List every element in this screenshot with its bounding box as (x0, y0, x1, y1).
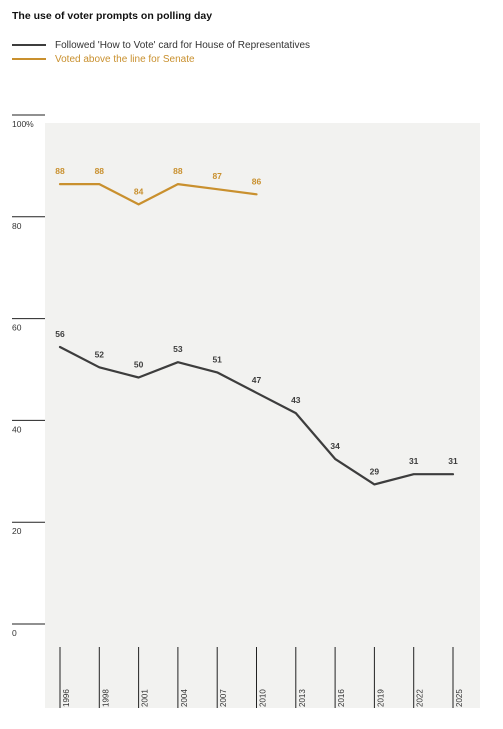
data-label-how-to-vote-2022: 31 (409, 456, 419, 466)
y-tick-label-20: 20 (12, 526, 22, 536)
x-tick-label-2016: 2016 (337, 689, 346, 707)
legend-swatch-senate (12, 58, 46, 60)
x-tick-label-1998: 1998 (101, 689, 110, 707)
data-label-how-to-vote-2025: 31 (448, 456, 458, 466)
data-label-how-to-vote-2019: 29 (370, 466, 380, 476)
series-line-senate (58, 183, 258, 206)
y-tick-label-60: 60 (12, 323, 22, 333)
data-label-how-to-vote-2001: 50 (134, 360, 144, 370)
x-tick-label-2019: 2019 (376, 689, 385, 707)
chart-title: The use of voter prompts on polling day (12, 10, 213, 22)
legend-item-how-to-vote: Followed 'How to Vote' card for House of… (12, 38, 310, 52)
data-label-senate-2001: 84 (134, 186, 144, 196)
legend: Followed 'How to Vote' card for House of… (12, 38, 310, 66)
legend-item-senate: Voted above the line for Senate (12, 52, 310, 66)
data-label-senate-1996: 88 (55, 166, 65, 176)
x-tick-label-2013: 2013 (298, 689, 307, 707)
data-label-senate-2007: 87 (212, 171, 222, 181)
legend-label-senate: Voted above the line for Senate (55, 53, 195, 65)
x-tick-label-2022: 2022 (416, 689, 425, 707)
series-line-how-to-vote (58, 345, 455, 486)
data-label-how-to-vote-2016: 34 (330, 441, 340, 451)
y-tick-label-0: 0 (12, 628, 17, 638)
data-label-how-to-vote-2007: 51 (212, 354, 222, 364)
data-label-how-to-vote-2013: 43 (291, 395, 301, 405)
plot-background (45, 123, 480, 708)
x-tick-label-2007: 2007 (219, 689, 228, 707)
x-tick-label-1996: 1996 (62, 689, 71, 707)
x-tick-label-2010: 2010 (259, 689, 268, 707)
data-label-senate-2010: 86 (252, 176, 262, 186)
y-tick-label-100: 100% (12, 119, 34, 129)
legend-swatch-how-to-vote (12, 44, 46, 46)
data-label-how-to-vote-1998: 52 (95, 349, 105, 359)
data-label-senate-2004: 88 (173, 166, 183, 176)
data-label-senate-1998: 88 (95, 166, 105, 176)
legend-label-how-to-vote: Followed 'How to Vote' card for House of… (55, 39, 311, 51)
y-tick-label-80: 80 (12, 221, 22, 231)
y-tick-label-40: 40 (12, 424, 22, 434)
data-label-how-to-vote-1996: 56 (55, 329, 65, 339)
x-tick-label-2001: 2001 (141, 689, 150, 707)
data-label-how-to-vote-2010: 47 (252, 375, 262, 385)
data-label-how-to-vote-2004: 53 (173, 344, 183, 354)
x-tick-label-2004: 2004 (180, 689, 189, 707)
x-tick-label-2025: 2025 (455, 689, 464, 707)
